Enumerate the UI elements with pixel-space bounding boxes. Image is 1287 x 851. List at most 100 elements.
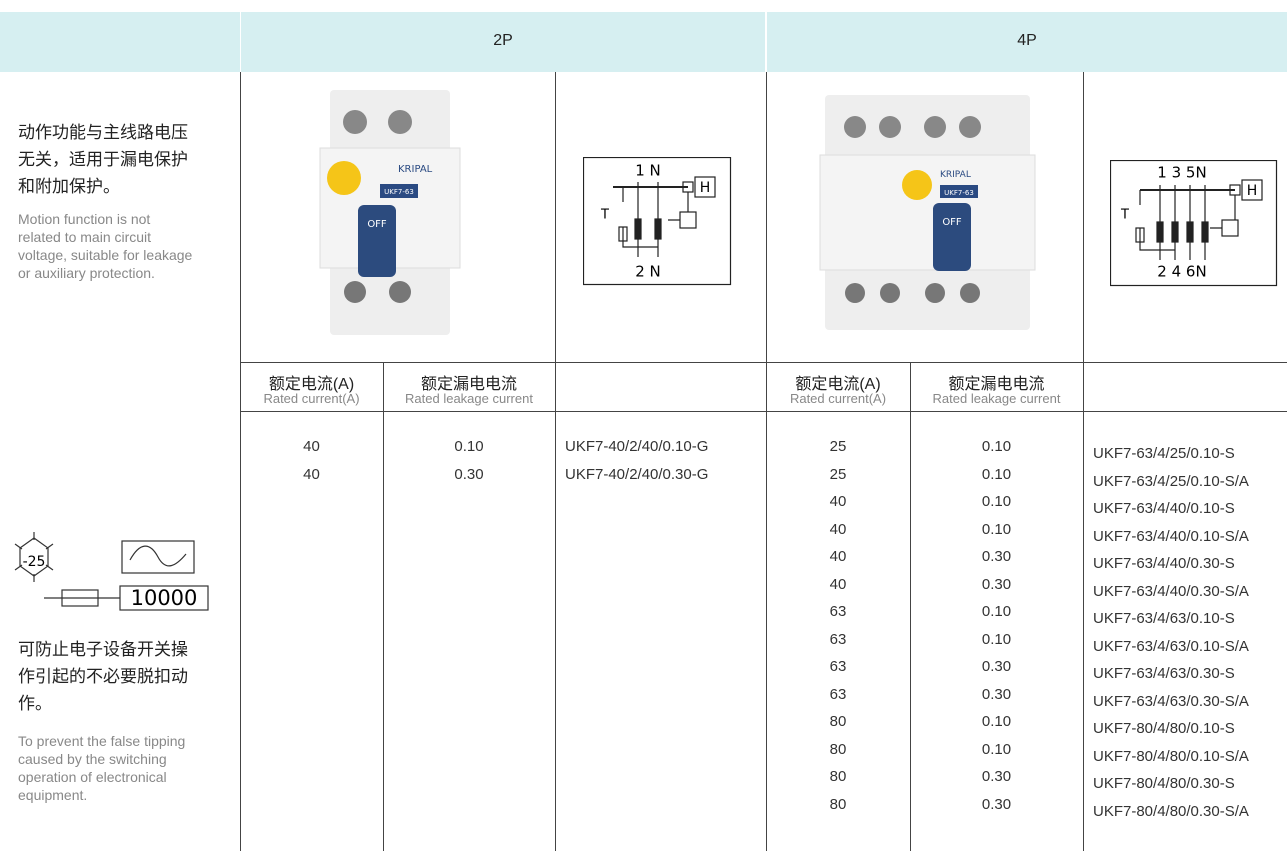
circuit-diagram: 1 3 5N 2 4 6N T H bbox=[1110, 160, 1278, 287]
table-cell: UKF7-80/4/80/0.30-S bbox=[1093, 775, 1235, 792]
text-line: caused by the switching bbox=[18, 751, 167, 767]
feature-en: Motion function is not related to main ci… bbox=[18, 210, 192, 282]
diagram-label: T bbox=[600, 208, 609, 223]
table-cell: UKF7-63/4/40/0.10-S bbox=[1093, 500, 1235, 517]
table-cell: 40 bbox=[303, 465, 320, 483]
text-line: 动作功能与主线路电压 bbox=[18, 123, 188, 142]
table-cell: 40 bbox=[303, 438, 320, 455]
text-line: equipment. bbox=[18, 787, 88, 803]
table-cell: 63 bbox=[829, 630, 847, 648]
table-cell: UKF7-63/4/25/0.10-S/A bbox=[1093, 472, 1249, 490]
table-cell: 63 bbox=[829, 603, 847, 620]
table-cell: 0.30 bbox=[981, 548, 1012, 565]
text-line: voltage, suitable for leakage bbox=[18, 247, 193, 263]
text-line: 无关，适用于漏电保护 bbox=[18, 150, 188, 169]
table-cell: 0.30 bbox=[454, 465, 484, 483]
table-cell: 40 bbox=[829, 493, 847, 510]
diagram-label: T bbox=[1120, 208, 1129, 223]
brand-label: KRIPAL bbox=[940, 170, 971, 180]
feature-zh: 动作功能与主线路电压 无关，适用于漏电保护 和附加保护。 bbox=[18, 119, 188, 200]
divider bbox=[555, 72, 556, 851]
text-line: operation of electronical bbox=[18, 769, 167, 785]
column-header: 额定电流(A) bbox=[268, 376, 355, 393]
table-cell: 0.10 bbox=[981, 520, 1012, 538]
column-header: 额定漏电电流 bbox=[948, 376, 1045, 393]
column-header: Rated leakage current bbox=[405, 391, 533, 406]
table-cell: UKF7-80/4/80/0.30-S/A bbox=[1093, 802, 1249, 820]
table-cell: UKF7-63/4/40/0.10-S/A bbox=[1093, 527, 1249, 545]
table-cell: 40 bbox=[829, 548, 847, 565]
text-line: 作引起的不必要脱扣动 bbox=[18, 667, 188, 686]
diagram-label: H bbox=[700, 180, 711, 196]
table-cell: UKF7-63/4/63/0.10-S bbox=[1093, 610, 1235, 627]
column-header: 额定电流(A) bbox=[795, 376, 881, 393]
table-cell: UKF7-63/4/63/0.30-S bbox=[1093, 665, 1235, 682]
column-header: Rated leakage current bbox=[932, 391, 1061, 406]
product-image: KRIPAL UKF7-63 OFF bbox=[819, 95, 1036, 330]
diagram-label: H bbox=[1247, 183, 1258, 199]
table-cell: UKF7-80/4/80/0.10-S bbox=[1093, 720, 1235, 737]
table-cell: 0.10 bbox=[454, 438, 484, 455]
table-cell: 80 bbox=[829, 740, 847, 758]
table-cell: 0.10 bbox=[981, 493, 1012, 510]
table-cell: 0.10 bbox=[981, 630, 1012, 648]
table-cell: 0.30 bbox=[981, 795, 1012, 813]
text-line: Motion function is not bbox=[18, 211, 151, 227]
divider bbox=[240, 411, 1287, 412]
text-line: 和附加保护。 bbox=[18, 177, 120, 196]
table-cell: UKF7-80/4/80/0.10-S/A bbox=[1093, 747, 1249, 765]
table-cell: UKF7-40/2/40/0.30-G bbox=[565, 465, 709, 483]
text-line: or auxiliary protection. bbox=[18, 265, 155, 281]
table-cell: 0.10 bbox=[981, 740, 1012, 758]
column-header: Rated current(A) bbox=[263, 391, 360, 406]
feature-zh: 可防止电子设备开关操 作引起的不必要脱扣动 作。 bbox=[18, 636, 188, 717]
header-cell bbox=[241, 12, 765, 72]
feature-en: To prevent the false tipping caused by th… bbox=[18, 732, 185, 804]
table-cell: 25 bbox=[829, 465, 847, 483]
table-cell: UKF7-40/2/40/0.10-G bbox=[565, 438, 709, 455]
table-cell: 40 bbox=[829, 575, 847, 593]
table-cell: 0.30 bbox=[981, 685, 1012, 703]
table-cell: UKF7-63/4/25/0.10-S bbox=[1093, 445, 1235, 462]
switch-label: OFF bbox=[367, 219, 387, 230]
table-cell: 80 bbox=[829, 768, 847, 785]
table-cell: UKF7-63/4/63/0.30-S/A bbox=[1093, 692, 1249, 710]
table-cell: 0.30 bbox=[981, 575, 1012, 593]
table-cell: 0.10 bbox=[981, 713, 1012, 730]
table-cell: UKF7-63/4/63/0.10-S/A bbox=[1093, 637, 1249, 655]
header-2p: 2P bbox=[493, 32, 513, 49]
icon-label: 10000 bbox=[131, 586, 198, 610]
divider bbox=[910, 362, 911, 851]
text-line: 作。 bbox=[18, 694, 52, 713]
switch-label: OFF bbox=[942, 217, 962, 228]
header-cell bbox=[0, 12, 240, 72]
circuit-diagram: 1 N 2 N T H bbox=[583, 157, 732, 286]
divider bbox=[1083, 72, 1084, 851]
header-cell bbox=[767, 12, 1287, 72]
column-header: Rated current(A) bbox=[789, 391, 887, 406]
table-cell: 0.10 bbox=[981, 438, 1012, 455]
model-label: UKF7-63 bbox=[944, 189, 974, 197]
brand-label: KRIPAL bbox=[398, 164, 433, 175]
table-cell: 25 bbox=[829, 438, 847, 455]
header-4p: 4P bbox=[1017, 32, 1037, 49]
table-cell: 63 bbox=[829, 658, 847, 675]
table-cell: 0.30 bbox=[981, 658, 1012, 675]
icon-label: -25 bbox=[23, 554, 46, 570]
icons: -25 10000 bbox=[14, 532, 209, 611]
table-cell: 0.10 bbox=[981, 465, 1012, 483]
divider bbox=[240, 72, 241, 851]
diagram-label: 2 N bbox=[635, 263, 661, 281]
product-image: KRIPAL UKF7-63 OFF bbox=[319, 90, 461, 335]
table-cell: UKF7-63/4/40/0.30-S/A bbox=[1093, 582, 1249, 600]
table-cell: 0.10 bbox=[981, 603, 1012, 620]
diagram-label: 1 3 5N bbox=[1157, 164, 1206, 182]
text-line: To prevent the false tipping bbox=[18, 733, 186, 749]
divider bbox=[240, 362, 1287, 363]
table-cell: 63 bbox=[829, 685, 847, 703]
text-line: 可防止电子设备开关操 bbox=[18, 640, 188, 659]
table-cell: UKF7-63/4/40/0.30-S bbox=[1093, 555, 1235, 572]
table-cell: 80 bbox=[829, 795, 847, 813]
diagram-label: 1 N bbox=[635, 162, 661, 180]
